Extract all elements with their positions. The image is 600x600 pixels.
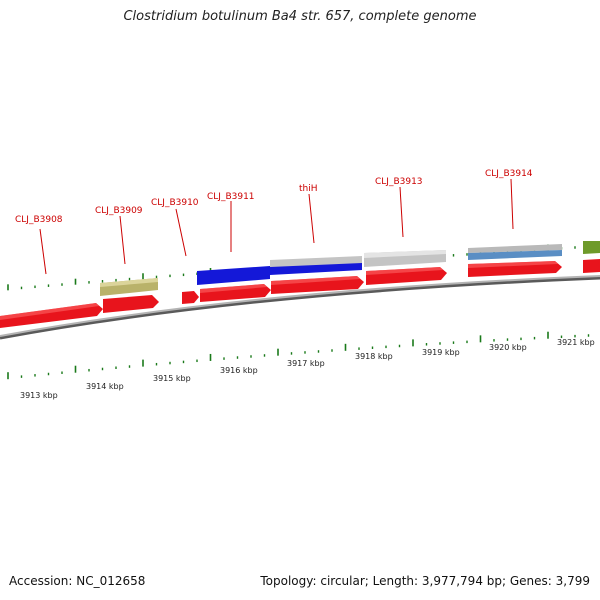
cds-sheen-6 [366,267,443,275]
leader-clj-b3913 [399,186,404,238]
cds-arrow-2[interactable] [103,295,159,313]
gene-label-clj-b3909[interactable]: CLJ_B3909 [95,206,143,216]
ruler-label-3917: 3917 kbp [287,359,325,368]
gene-label-clj-b3908[interactable]: CLJ_B3908 [15,215,63,225]
cds-sheen-1 [0,303,99,320]
genome-title: Clostridium botulinum Ba4 str. 657, comp… [123,9,477,24]
ruler-label-3919: 3919 kbp [422,348,460,357]
ruler-label-3914: 3914 kbp [86,382,124,391]
gene-arrow-blue[interactable] [197,266,270,285]
gene-label-clj-b3910[interactable]: CLJ_B3910 [151,198,199,208]
ruler-label-3921: 3921 kbp [557,338,595,347]
ruler-label-3920: 3920 kbp [489,343,527,352]
gene-label-clj-b3914[interactable]: CLJ_B3914 [485,169,533,179]
ruler-label-3916: 3916 kbp [220,366,258,375]
gene-arrow-grey-highlight [364,250,446,258]
ruler-label-3918: 3918 kbp [355,352,393,361]
gene-arrow-steelblue[interactable] [468,250,562,260]
cds-arrow-1[interactable] [0,303,103,328]
genome-backbone-shadow [0,276,600,340]
gene-label-clj-b3913[interactable]: CLJ_B3913 [375,177,423,187]
topology-info: Topology: circular; Length: 3,977,794 bp… [260,574,590,588]
gene-label-clj-b3911[interactable]: CLJ_B3911 [207,192,255,202]
gene-arrow-olive[interactable] [583,241,600,254]
leader-thih [308,193,315,244]
gene-label-leaders [39,178,514,275]
ruler-labels: 3913 kbp 3914 kbp 3915 kbp 3916 kbp 3917… [20,338,595,400]
ruler-tick-ring [7,331,590,380]
gene-arrow-khaki-highlight [100,278,158,287]
cds-sheen-7 [468,261,558,268]
leader-clj-b3909 [119,215,126,265]
feature-track-outer [100,241,600,296]
genome-backbone [0,275,600,337]
cds-arrow-3[interactable] [182,291,199,304]
gene-label-thih[interactable]: thiH [299,184,318,194]
accession-info: Accession: NC_012658 [9,574,146,588]
cds-sheen-5 [271,276,360,285]
cds-arrow-8[interactable] [583,259,600,273]
ruler-label-3915: 3915 kbp [153,374,191,383]
gene-labels: CLJ_B3908 CLJ_B3909 CLJ_B3910 CLJ_B3911 … [15,169,533,225]
gene-arrow-grey-top[interactable] [270,256,362,267]
feature-track-cds [0,259,600,328]
ruler-label-3913: 3913 kbp [20,391,58,400]
leader-clj-b3908 [39,228,47,275]
leader-clj-b3914 [510,178,514,230]
leader-clj-b3910 [175,208,187,257]
cds-sheen-4 [200,284,267,293]
